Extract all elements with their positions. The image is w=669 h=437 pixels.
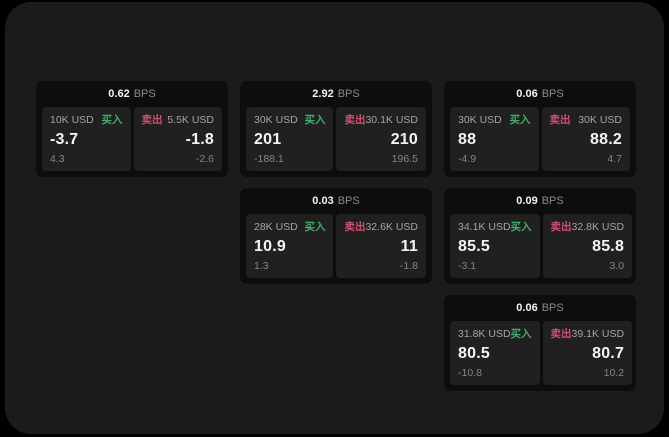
sell-side-tag: 卖出	[550, 328, 572, 340]
buy-price: -3.7	[50, 130, 79, 148]
spread-bps-unit: BPS	[541, 195, 564, 207]
buy-side-tag: 买入	[304, 221, 326, 233]
buy-notional-label: 28K USD	[254, 221, 298, 233]
buy-delta: -10.8	[458, 367, 482, 379]
spread-header: 0.06 BPS	[450, 300, 630, 317]
buy-panel[interactable]: 34.1K USD 买入 85.5 -3.1	[450, 214, 540, 278]
sell-panel[interactable]: 卖出 32.8K USD 85.8 3.0	[542, 214, 633, 278]
sell-notional-label: 39.1K USD	[571, 328, 625, 340]
spread-card: 2.92 BPS 30K USD 买入 201 -188.1 卖出 30.1K …	[240, 81, 432, 177]
spread-bps-value: 0.06	[516, 88, 538, 100]
spread-bps-value: 0.62	[108, 88, 130, 100]
buy-notional-label: 34.1K USD	[458, 221, 511, 233]
sell-delta: -1.8	[399, 260, 418, 272]
spread-card: 0.09 BPS 34.1K USD 买入 85.5 -3.1 卖出 32.8K…	[444, 188, 636, 284]
buy-panel[interactable]: 28K USD 买入 10.9 1.3	[246, 214, 334, 278]
sell-side-tag: 卖出	[344, 114, 366, 126]
buy-notional-label: 10K USD	[50, 114, 94, 126]
buy-panel[interactable]: 30K USD 买入 88 -4.9	[450, 107, 539, 171]
buy-delta: -188.1	[254, 153, 284, 165]
sell-panel[interactable]: 卖出 32.6K USD 11 -1.8	[336, 214, 426, 278]
buy-delta: -4.9	[458, 153, 477, 165]
sell-side-tag: 卖出	[344, 221, 366, 233]
sell-notional-label: 32.6K USD	[365, 221, 418, 233]
spread-header: 2.92 BPS	[246, 86, 426, 103]
buy-side-tag: 买入	[510, 328, 532, 340]
sell-side-tag: 卖出	[550, 221, 572, 233]
spread-bps-unit: BPS	[541, 302, 564, 314]
sell-price: 210	[390, 130, 418, 148]
spread-card: 0.62 BPS 10K USD 买入 -3.7 4.3 卖出 5.5K USD…	[36, 81, 228, 177]
spread-bps-value: 0.09	[516, 195, 538, 207]
buy-notional-label: 30K USD	[254, 114, 298, 126]
buy-notional-label: 31.8K USD	[458, 328, 511, 340]
spread-bps-unit: BPS	[133, 88, 156, 100]
spread-bps-value: 2.92	[312, 88, 334, 100]
spread-card: 0.06 BPS 31.8K USD 买入 80.5 -10.8 卖出 39.1…	[444, 295, 636, 391]
sell-notional-label: 30K USD	[578, 114, 622, 126]
sell-delta: -2.6	[195, 153, 214, 165]
spread-bps-unit: BPS	[541, 88, 564, 100]
buy-price: 85.5	[458, 237, 490, 255]
buy-side-tag: 买入	[304, 114, 326, 126]
buy-side-tag: 买入	[101, 114, 123, 126]
sell-delta: 10.2	[603, 367, 625, 379]
buy-price: 10.9	[254, 237, 286, 255]
buy-side-tag: 买入	[509, 114, 531, 126]
sell-panel[interactable]: 卖出 30K USD 88.2 4.7	[541, 107, 630, 171]
buy-delta: 4.3	[50, 153, 65, 165]
buy-price: 80.5	[458, 344, 490, 362]
sell-delta: 196.5	[391, 153, 418, 165]
spread-bps-unit: BPS	[337, 88, 360, 100]
buy-panel[interactable]: 10K USD 买入 -3.7 4.3	[42, 107, 131, 171]
buy-notional-label: 30K USD	[458, 114, 502, 126]
sell-price: 85.8	[592, 237, 625, 255]
spread-header: 0.03 BPS	[246, 193, 426, 210]
buy-panel[interactable]: 31.8K USD 买入 80.5 -10.8	[450, 321, 540, 385]
sell-price: 88.2	[590, 130, 622, 148]
sell-panel[interactable]: 卖出 5.5K USD -1.8 -2.6	[133, 107, 222, 171]
buy-panel[interactable]: 30K USD 买入 201 -188.1	[246, 107, 334, 171]
sell-delta: 3.0	[609, 260, 625, 272]
spread-header: 0.09 BPS	[450, 193, 630, 210]
sell-notional-label: 5.5K USD	[167, 114, 214, 126]
buy-delta: -3.1	[458, 260, 477, 272]
buy-side-tag: 买入	[510, 221, 532, 233]
sell-notional-label: 30.1K USD	[365, 114, 418, 126]
spread-bps-value: 0.03	[312, 195, 334, 207]
spread-bps-value: 0.06	[516, 302, 538, 314]
spread-card: 0.06 BPS 30K USD 买入 88 -4.9 卖出 30K USD 8…	[444, 81, 636, 177]
spread-bps-unit: BPS	[337, 195, 360, 207]
sell-panel[interactable]: 卖出 30.1K USD 210 196.5	[336, 107, 426, 171]
buy-delta: 1.3	[254, 260, 269, 272]
sell-price: 80.7	[592, 344, 625, 362]
sell-side-tag: 卖出	[141, 114, 163, 126]
sell-delta: 4.7	[607, 153, 622, 165]
spread-header: 0.62 BPS	[42, 86, 222, 103]
buy-price: 88	[458, 130, 477, 148]
spread-card: 0.03 BPS 28K USD 买入 10.9 1.3 卖出 32.6K US…	[240, 188, 432, 284]
sell-price: -1.8	[185, 130, 214, 148]
sell-price: 11	[400, 237, 418, 255]
sell-side-tag: 卖出	[549, 114, 571, 126]
sell-panel[interactable]: 卖出 39.1K USD 80.7 10.2	[542, 321, 633, 385]
spread-header: 0.06 BPS	[450, 86, 630, 103]
sell-notional-label: 32.8K USD	[571, 221, 625, 233]
buy-price: 201	[254, 130, 282, 148]
